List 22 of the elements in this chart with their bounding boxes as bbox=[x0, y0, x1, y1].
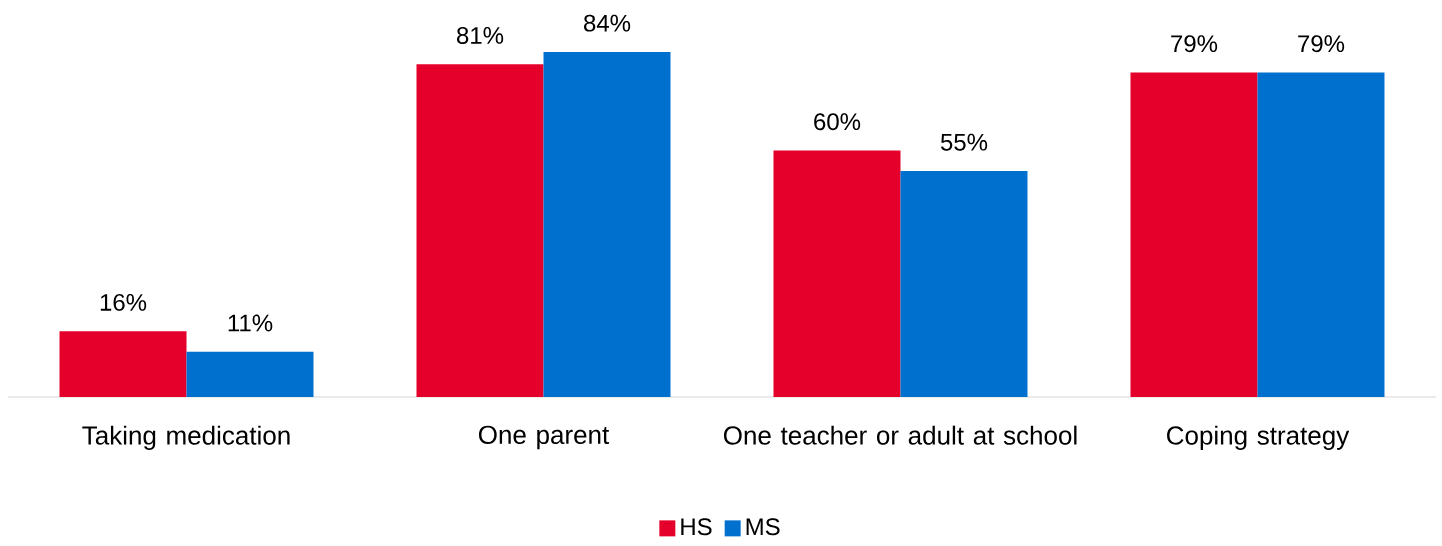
bar bbox=[773, 150, 901, 397]
bar bbox=[416, 64, 544, 397]
data-label: 11% bbox=[228, 314, 273, 332]
bar bbox=[59, 331, 187, 397]
bar bbox=[900, 171, 1028, 397]
data-label: 55% bbox=[940, 133, 988, 151]
bar bbox=[543, 52, 671, 397]
data-label: 79% bbox=[1171, 35, 1218, 53]
bar bbox=[186, 351, 314, 397]
legend-label: HS bbox=[681, 518, 712, 536]
x-tick-label: One teacher or adult at school bbox=[723, 425, 1077, 445]
legend-label: MS bbox=[746, 518, 780, 536]
x-tick-label: Taking medication bbox=[82, 425, 290, 450]
data-label: 84% bbox=[584, 14, 631, 32]
bar bbox=[1130, 72, 1258, 397]
data-label: 16% bbox=[100, 293, 147, 311]
bar bbox=[1257, 72, 1385, 397]
data-label: 60% bbox=[814, 113, 861, 131]
data-label: 79% bbox=[1298, 35, 1345, 53]
x-tick-label: One parent bbox=[478, 425, 610, 450]
x-tick-label: Coping strategy bbox=[1167, 425, 1350, 450]
data-label: 81% bbox=[457, 26, 504, 44]
